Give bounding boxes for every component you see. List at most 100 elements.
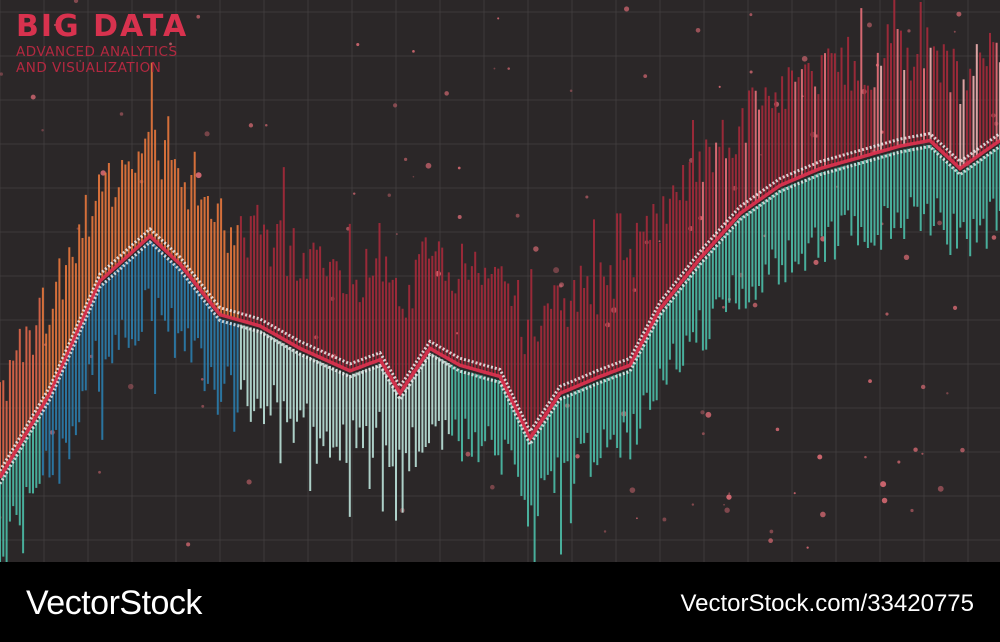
particle-dot [701,432,705,436]
page-title: BIG DATA [16,9,189,44]
particle-dot [752,302,758,308]
particle-dot [53,23,56,26]
particle-dot [404,157,408,161]
particle-dot [201,404,205,408]
particle-dot [643,74,648,78]
particle-dot [195,172,202,179]
particle-dot [79,59,82,62]
particle-dot [801,55,808,62]
particle-dot [946,392,949,395]
particle-dot [490,484,495,490]
particle-dot [559,282,564,288]
particle-dot [204,131,210,137]
particle-dot [903,254,910,261]
particle-dot [412,50,415,53]
particle-dot [124,28,127,31]
particle-dot [700,410,705,415]
particle-dot [553,267,560,274]
particle-dot [768,538,773,544]
particle-dot [991,235,997,240]
particle-dot [456,332,459,335]
particle-dot [775,427,780,432]
particle-dot [186,542,191,547]
particle-dot [718,85,721,88]
particle-dot [533,246,539,252]
particle-dot [960,447,965,453]
particle-dot [98,470,101,474]
particle-dot [813,259,819,265]
particle-dot [820,511,826,518]
particle-dot [395,233,398,235]
particle-dot [412,175,415,178]
particle-dot [0,72,3,76]
trend-core-line [0,138,1000,479]
particle-dot [100,170,106,176]
particle-dot [127,383,134,390]
particle-dot [662,517,667,522]
particle-dot [507,67,510,70]
watermark-footer: VectorStock VectorStock.com/33420775 [0,562,1000,642]
particle-dot [73,0,79,4]
particle-dot [585,195,589,199]
particle-dot [910,508,914,513]
particle-dot [569,89,573,93]
particle-dot [575,454,580,459]
particle-dot [956,11,962,17]
subtitle-line-2: AND VISUALIZATION [16,60,162,76]
particle-dot [691,503,695,506]
particle-dot [705,411,712,418]
particle-dot [387,193,391,197]
particle-dot [246,479,252,485]
big-data-chart [0,0,1000,562]
particle-dot [196,14,201,19]
particle-dot [749,13,753,17]
particle-dot [152,27,157,32]
particle-dot [356,42,360,47]
particle-dot [728,492,731,495]
particle-dot [806,546,809,549]
particle-dot [658,240,661,243]
title-block: BIG DATA ADVANCED ANALYTICS AND VISUALIZ… [16,9,189,77]
particle-dot [352,192,356,195]
particle-dot [724,507,730,513]
particle-dot [885,312,889,316]
particle-dot [425,162,432,169]
particle-dot [457,214,462,219]
brand-logo-text: VectorStock [26,584,202,622]
particle-dot [953,30,956,33]
particle-dot [457,166,461,170]
particle-dot [493,67,496,70]
particle-dot [866,22,872,28]
particle-dot [921,452,924,455]
particle-dot [265,123,268,127]
particle-dot [41,129,44,132]
trend-band-lower [0,144,1000,485]
particle-dot [897,460,901,464]
particle-dot [769,529,774,534]
image-reference: VectorStock.com/33420775 [680,590,974,617]
particle-dot [119,112,124,116]
particle-dot [952,305,958,310]
subtitle-line-1: ADVANCED ANALYTICS [16,44,178,60]
particle-dot [937,485,944,492]
particle-dot [392,103,398,108]
particle-dot [629,487,636,493]
particle-dot [723,503,725,506]
particle-dot [817,454,823,460]
particle-dot [881,497,888,504]
particle-dot [907,29,911,33]
particle-dot [913,447,918,452]
particle-dot [465,451,471,457]
visualization-canvas: BIG DATA ADVANCED ANALYTICS AND VISUALIZ… [0,0,1000,562]
particle-dot [937,220,942,226]
particle-dot [868,379,872,384]
particle-dot [749,70,753,74]
particle-dot [169,42,172,46]
particle-dot [497,17,500,20]
particle-dot [722,305,725,309]
particle-dot [864,455,867,459]
particle-dot [920,384,926,390]
particle-dot [726,494,732,500]
particle-dot [248,123,254,128]
particle-dot [636,517,638,520]
